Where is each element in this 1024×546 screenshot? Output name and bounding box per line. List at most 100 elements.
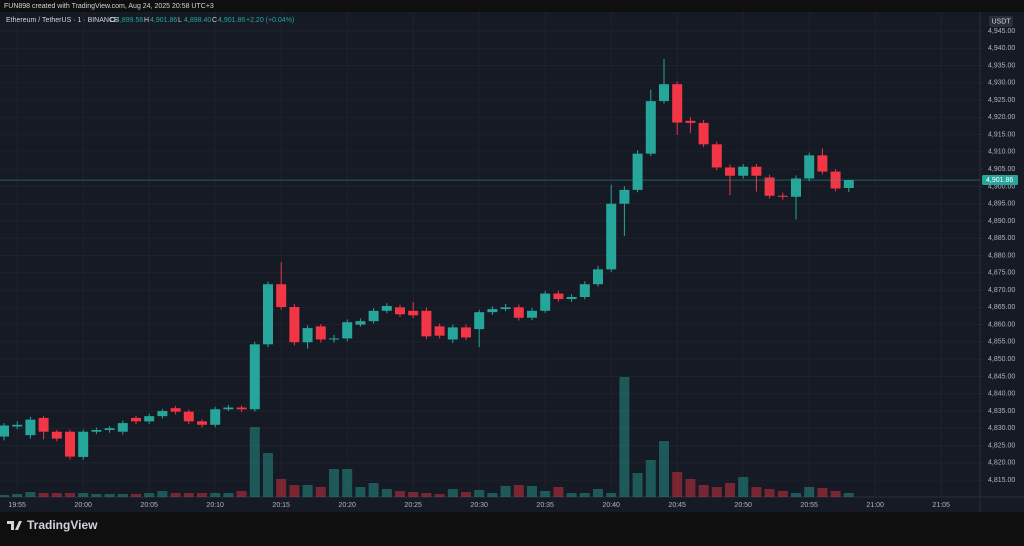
y-tick-label: 4,885.00 — [988, 235, 1015, 242]
volume-bar — [593, 489, 603, 497]
candle-body — [447, 327, 458, 340]
volume-bar — [223, 493, 234, 497]
candle-body — [461, 327, 471, 338]
volume-bar — [672, 472, 683, 497]
y-tick-label: 4,905.00 — [988, 166, 1015, 173]
volume-bar — [685, 479, 696, 497]
candle-body — [804, 155, 815, 179]
y-tick-label: 4,870.00 — [988, 287, 1015, 294]
volume-bar — [540, 491, 551, 497]
volume-bar — [566, 493, 577, 497]
volume-bar — [421, 493, 432, 497]
volume-bar — [236, 491, 247, 497]
candle-body — [355, 321, 366, 325]
x-tick-label: 21:05 — [932, 502, 950, 509]
candle-body — [579, 284, 590, 297]
candle-body — [249, 344, 260, 410]
y-tick-label: 4,895.00 — [988, 201, 1015, 208]
candle-body — [263, 284, 273, 345]
candle-body — [223, 407, 234, 410]
candle-body — [302, 328, 313, 343]
volume-bar — [197, 493, 207, 497]
y-tick-label: 4,855.00 — [988, 339, 1015, 346]
volume-bar — [131, 494, 141, 497]
volume-bar — [513, 485, 524, 497]
candle-body — [0, 425, 9, 437]
y-tick-label: 4,880.00 — [988, 252, 1015, 259]
volume-bar — [302, 485, 313, 497]
volume-bar — [500, 486, 511, 497]
volume-bar — [342, 469, 353, 497]
volume-bar — [408, 492, 419, 497]
candle-layer — [0, 58, 980, 460]
price-axis-area — [980, 12, 1024, 512]
volume-bar — [104, 494, 115, 497]
candle-body — [685, 120, 696, 123]
ohlc-value: 4,901.86 — [150, 17, 177, 24]
volume-bar — [698, 485, 709, 497]
y-tick-label: 4,940.00 — [988, 45, 1015, 52]
y-tick-label: 4,930.00 — [988, 80, 1015, 87]
volume-bar — [711, 487, 722, 497]
candle-body — [329, 338, 339, 340]
volume-bar — [777, 491, 788, 497]
ohlc-key: H — [144, 17, 149, 24]
candle-body — [711, 144, 722, 168]
candle-body — [315, 326, 326, 340]
candle-body — [566, 296, 577, 300]
volume-bar — [183, 493, 194, 497]
volume-bar — [65, 493, 75, 497]
volume-bar — [315, 487, 326, 497]
volume-bar — [843, 493, 854, 497]
x-tick-label: 20:45 — [668, 502, 686, 509]
candle-body — [38, 417, 49, 432]
currency-badge[interactable] — [989, 16, 1013, 27]
candle-body — [645, 101, 656, 154]
candle-body — [131, 417, 141, 422]
candle-body — [408, 310, 419, 316]
candle-body — [236, 407, 247, 410]
volume-bar — [38, 493, 49, 497]
candle-body — [593, 269, 603, 285]
candle-body — [65, 431, 75, 457]
candle-body — [144, 416, 155, 422]
volume-bar — [751, 487, 762, 497]
change: +2.20 (+0.04%) — [246, 17, 294, 24]
candle-body — [540, 293, 551, 311]
candle-body — [817, 155, 828, 172]
x-tick-label: 20:05 — [140, 502, 158, 509]
volume-bar — [263, 453, 273, 497]
candle-body — [751, 166, 762, 176]
volume-bar — [632, 473, 643, 497]
candle-body — [606, 203, 617, 270]
candle-body — [183, 411, 194, 422]
y-tick-label: 4,945.00 — [988, 28, 1015, 35]
ohlc-legend: O 4,899.56 H 4,901.86 L 4,898.40 C 4,901.86 +2.2… — [110, 17, 294, 24]
candle-body — [51, 431, 62, 439]
candle-body — [487, 309, 498, 313]
volume-bar — [170, 493, 181, 497]
candle-body — [500, 307, 511, 310]
volume-bar — [738, 477, 749, 497]
volume-bar — [395, 491, 405, 497]
y-tick-label: 4,815.00 — [988, 477, 1015, 484]
y-tick-label: 4,820.00 — [988, 460, 1015, 467]
x-tick-label: 19:55 — [8, 502, 26, 509]
volume-bar — [487, 493, 498, 497]
y-tick-label: 4,860.00 — [988, 321, 1015, 328]
volume-bar — [144, 493, 155, 497]
volume-bar — [474, 490, 485, 497]
currency[interactable]: USDT — [991, 18, 1011, 25]
y-tick-label: 4,825.00 — [988, 442, 1015, 449]
candle-body — [698, 122, 709, 145]
candle-body — [474, 312, 485, 330]
volume-bar — [579, 493, 590, 497]
ohlc-key: O — [110, 17, 116, 24]
time-axis-area — [0, 497, 980, 512]
candle-body — [725, 167, 735, 176]
volume-bar — [355, 487, 366, 497]
volume-bar — [461, 492, 471, 497]
y-tick-label: 4,840.00 — [988, 391, 1015, 398]
x-tick-label: 21:00 — [866, 502, 884, 509]
